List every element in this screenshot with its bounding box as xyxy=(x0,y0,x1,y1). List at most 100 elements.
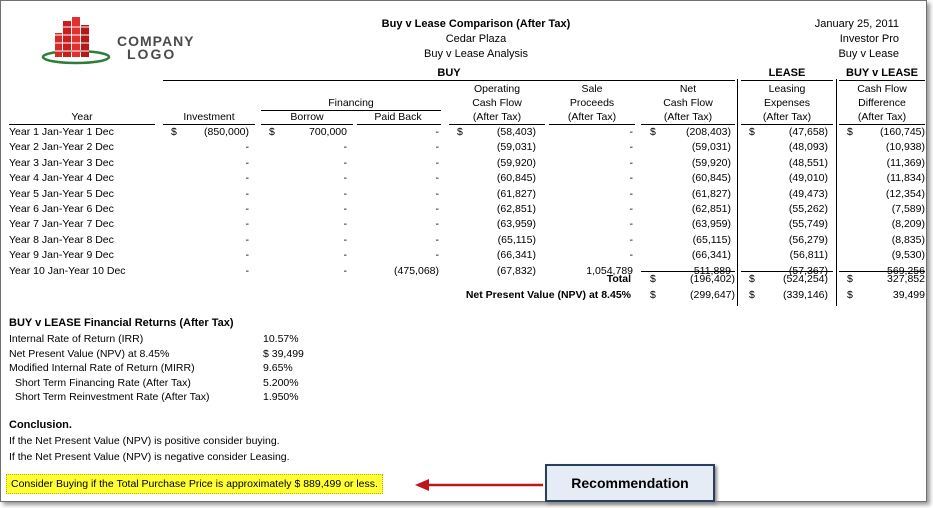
row-sale: - xyxy=(629,141,634,154)
row-lease: (55,749) xyxy=(788,218,828,231)
row-diff: (12,354) xyxy=(885,187,925,200)
table-row: Year 1 Jan-Year 1 Dec (850,000) 700,000 - (5… xyxy=(1,126,926,140)
row-sale: 1,054,789 xyxy=(586,264,633,277)
group-buy: BUY xyxy=(437,67,461,79)
row-investment: (850,000) xyxy=(204,126,249,138)
col-lease-3: (After Tax) xyxy=(762,111,812,123)
col-net-2: Cash Flow xyxy=(663,97,713,109)
col-paid-back: Paid Back xyxy=(374,111,422,123)
row-investment: - xyxy=(245,218,250,231)
returns-item-value: 10.57% xyxy=(263,333,299,345)
row-investment: - xyxy=(245,203,250,215)
logo-line2: LOGO xyxy=(127,46,177,62)
logo-line1: COMPANY xyxy=(117,33,195,49)
conclusion-line1: If the Net Present Value (NPV) is positi… xyxy=(9,435,280,447)
row-investment: - xyxy=(245,172,250,185)
row-year: Year 1 Jan-Year 1 Dec xyxy=(9,126,114,138)
row-ocf: (59,920) xyxy=(496,156,536,169)
row-net: (59,031) xyxy=(691,141,731,154)
col-net-1: Net xyxy=(679,83,697,95)
col-investment: Investment xyxy=(183,111,235,123)
col-lease-2: Expenses xyxy=(763,97,811,109)
npv-diff: 39,499 xyxy=(892,289,925,301)
col-ocf-1: Operating xyxy=(473,83,521,95)
total-lease: (524,254) xyxy=(783,273,828,285)
recommendation-callout: Recommendation xyxy=(545,464,715,502)
row-sale: - xyxy=(629,218,634,231)
row-year: Year 4 Jan-Year 4 Dec xyxy=(9,172,114,185)
row-paid-back: (475,068) xyxy=(394,264,439,277)
returns-item-value: 9.65% xyxy=(263,362,293,374)
row-diff: (160,745) xyxy=(880,126,925,138)
table-row: Year 4 Jan-Year 4 Dec - - - (60,845) - (60,845… xyxy=(1,172,926,186)
arrow-left-icon xyxy=(415,479,543,491)
row-borrow: - xyxy=(343,233,348,246)
row-borrow-dollar: $ xyxy=(269,126,275,138)
table-row: Year 3 Jan-Year 3 Dec - - - (59,920) - (59,920… xyxy=(1,157,926,171)
total-diff: 327,852 xyxy=(887,273,925,285)
table-row: Year 5 Jan-Year 5 Dec - - - (61,827) - (61,827… xyxy=(1,188,926,202)
col-sale-2: Proceeds xyxy=(569,97,615,109)
row-year: Year 6 Jan-Year 6 Dec xyxy=(9,203,114,215)
col-net-3: (After Tax) xyxy=(663,111,713,123)
npv-label: Net Present Value (NPV) at 8.45% xyxy=(465,289,631,301)
row-diff: (11,834) xyxy=(886,172,925,185)
row-year: Year 8 Jan-Year 8 Dec xyxy=(9,233,114,246)
row-paid-back: - xyxy=(435,187,440,200)
npv-diff-dollar: $ xyxy=(847,289,853,301)
recommendation-label: Recommendation xyxy=(571,475,689,491)
row-year: Year 7 Jan-Year 7 Dec xyxy=(9,218,114,231)
row-ocf: (66,341) xyxy=(496,249,536,262)
row-sale: - xyxy=(629,203,634,215)
row-borrow: - xyxy=(343,187,348,200)
row-lease: (55,262) xyxy=(788,203,828,215)
row-investment: - xyxy=(245,156,250,169)
row-investment: - xyxy=(245,233,250,246)
row-lease: (48,551) xyxy=(788,156,828,169)
col-diff-1: Cash Flow xyxy=(857,83,907,95)
row-borrow: - xyxy=(343,156,348,169)
row-paid-back: - xyxy=(435,156,440,169)
table-row: Year 2 Jan-Year 2 Dec - - - (59,031) - (59,031… xyxy=(1,141,926,155)
row-lease-dollar: $ xyxy=(749,126,755,138)
col-sale-3: (After Tax) xyxy=(567,111,617,123)
row-net: (59,920) xyxy=(691,156,731,169)
recommendation-highlight: Consider Buying if the Total Purchase Pr… xyxy=(6,474,383,494)
row-investment-dollar: $ xyxy=(171,126,177,138)
analysis-name: Buy v Lease Analysis xyxy=(424,48,528,60)
row-paid-back: - xyxy=(435,126,440,138)
row-sale: - xyxy=(629,156,634,169)
row-sale: - xyxy=(629,233,634,246)
row-investment: - xyxy=(245,141,250,154)
row-net-dollar: $ xyxy=(650,126,656,138)
row-net: (65,115) xyxy=(692,233,731,246)
row-borrow: 700,000 xyxy=(309,126,347,138)
row-diff: (10,938) xyxy=(885,141,925,154)
row-net: (208,403) xyxy=(686,126,731,138)
logo-building-icon xyxy=(41,17,111,65)
row-ocf: (67,832) xyxy=(496,264,536,277)
row-diff-dollar: $ xyxy=(847,126,853,138)
returns-item-label: Short Term Financing Rate (After Tax) xyxy=(15,376,191,389)
row-investment: - xyxy=(245,187,250,200)
row-paid-back: - xyxy=(435,141,440,154)
row-sale: - xyxy=(629,249,634,262)
table-row: Year 9 Jan-Year 9 Dec - - - (66,341) - (66,341… xyxy=(1,249,926,263)
row-diff: (9,530) xyxy=(891,249,925,262)
returns-item-label: Short Term Reinvestment Rate (After Tax) xyxy=(15,391,210,403)
row-diff: 569,256 xyxy=(887,264,925,277)
row-diff: (11,369) xyxy=(886,156,925,169)
total-lease-dollar: $ xyxy=(749,273,755,285)
row-sale: - xyxy=(629,172,634,185)
row-ocf: (59,031) xyxy=(496,141,536,154)
conclusion-line2: If the Net Present Value (NPV) is negati… xyxy=(9,451,290,463)
row-net: (62,851) xyxy=(691,203,731,215)
col-lease-1: Leasing xyxy=(768,83,806,95)
row-diff: (7,589) xyxy=(891,203,925,215)
row-borrow: - xyxy=(343,141,348,154)
row-ocf: (58,403) xyxy=(496,126,536,138)
row-lease: (49,473) xyxy=(788,187,828,200)
row-year: Year 9 Jan-Year 9 Dec xyxy=(9,249,114,262)
group-lease: LEASE xyxy=(768,67,806,79)
